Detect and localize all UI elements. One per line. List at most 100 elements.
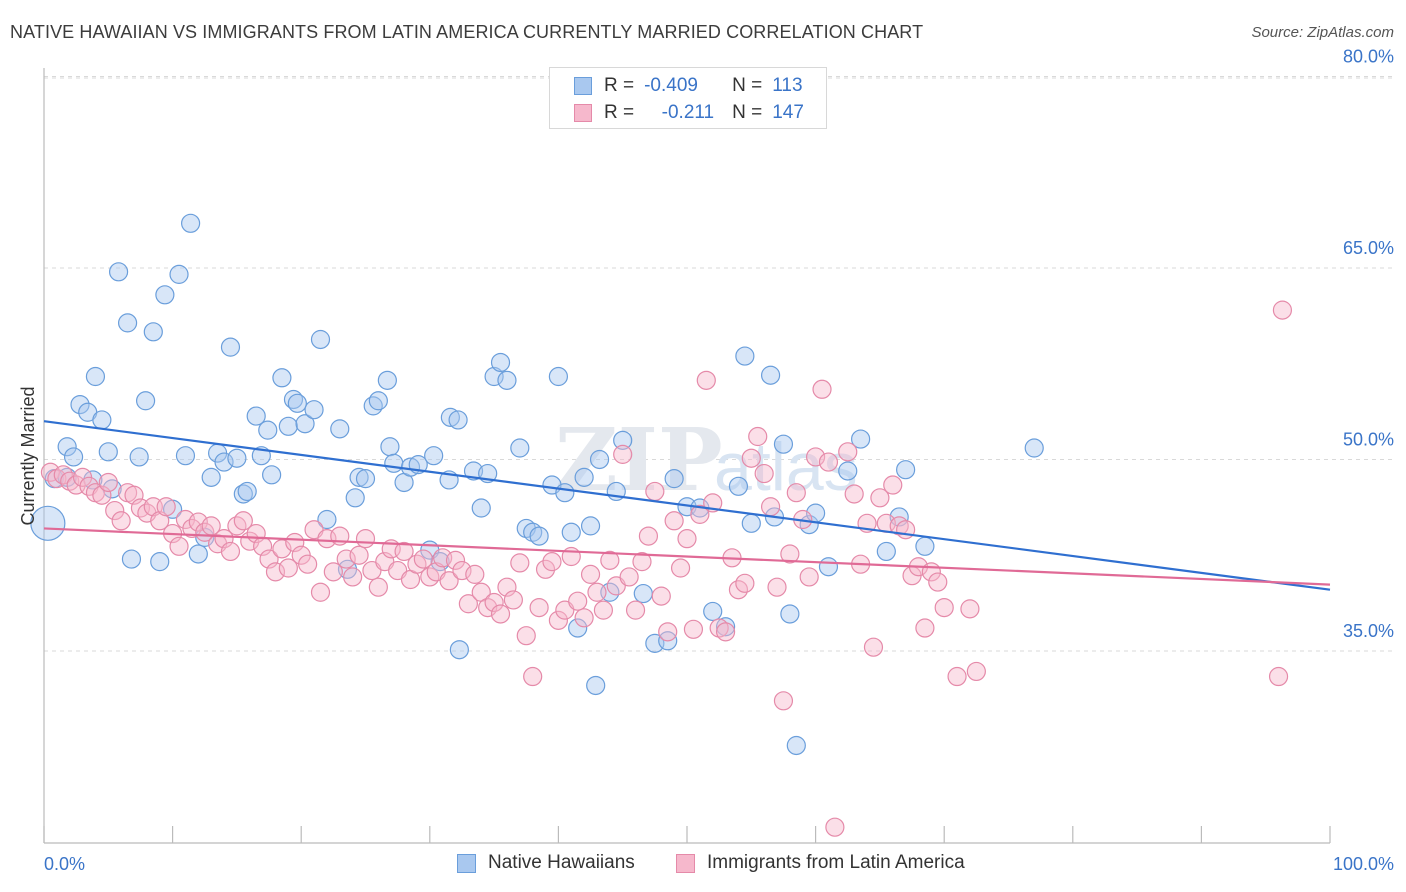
data-point <box>696 370 716 390</box>
data-point <box>651 586 671 606</box>
data-point <box>407 554 427 574</box>
data-point <box>600 550 620 570</box>
data-point <box>760 365 781 385</box>
data-point <box>278 416 298 436</box>
y-tick-label: 80.0% <box>1343 46 1394 66</box>
data-point <box>129 447 149 467</box>
bottom-legend-label: Immigrants from Latin America <box>707 852 965 873</box>
data-point <box>345 488 365 508</box>
data-point <box>773 434 794 454</box>
data-point <box>227 448 247 468</box>
data-point <box>368 391 388 411</box>
data-point <box>237 481 257 502</box>
data-point <box>70 394 90 415</box>
data-point <box>568 618 588 638</box>
legend-n-label: N = <box>732 75 763 96</box>
data-point <box>452 560 472 581</box>
data-point <box>818 557 839 577</box>
legend-r-label: R = <box>604 75 635 96</box>
series-native-hawaiians <box>30 213 1044 756</box>
data-point <box>870 488 890 508</box>
data-point <box>150 552 170 572</box>
data-point <box>1272 300 1293 320</box>
data-point <box>548 610 569 630</box>
data-point <box>760 497 781 517</box>
grid-lines <box>44 75 1394 652</box>
data-point <box>295 414 315 434</box>
data-point <box>690 504 710 524</box>
trend-lines <box>43 420 1331 591</box>
data-point <box>883 475 903 495</box>
data-point <box>287 393 307 413</box>
data-point <box>349 467 369 487</box>
data-point <box>715 622 736 642</box>
bottom-legend-swatch-blue <box>457 853 476 873</box>
legend-row-immigrants: R = -0.211 N = 147 <box>574 101 804 125</box>
data-point <box>799 567 819 587</box>
data-point <box>510 553 530 573</box>
data-point <box>310 329 331 350</box>
data-point <box>298 554 318 574</box>
legend-r-value: -0.409 <box>644 75 698 96</box>
data-point <box>529 597 549 618</box>
data-point <box>394 541 414 562</box>
data-point <box>715 617 736 637</box>
data-point <box>786 735 806 756</box>
data-point <box>310 582 331 602</box>
data-point <box>63 447 84 467</box>
tick-labels: 35.0% 50.0% 65.0% 80.0% 0.0% 100.0% <box>44 46 1394 874</box>
data-point <box>838 461 858 481</box>
bottom-legend-native-hawaiians: Native Hawaiians <box>457 852 635 874</box>
data-point <box>384 453 404 473</box>
data-point <box>561 522 581 542</box>
bottom-legend-label: Native Hawaiians <box>488 852 635 873</box>
legend-n-value: 113 <box>772 75 803 96</box>
data-point <box>98 442 118 462</box>
data-point <box>1024 438 1044 458</box>
trend-line-immigrants <box>43 527 1331 586</box>
data-point <box>516 626 536 646</box>
data-point <box>735 573 755 593</box>
series-immigrants-latin-america <box>40 300 1293 837</box>
data-point <box>188 512 208 532</box>
data-point <box>30 505 66 541</box>
legend-n-label: N = <box>732 102 763 123</box>
data-point <box>188 544 208 564</box>
data-point <box>589 449 610 470</box>
data-point <box>490 352 511 373</box>
data-point <box>934 597 954 618</box>
data-point <box>220 541 241 562</box>
data-point <box>169 264 189 284</box>
data-point <box>227 516 247 536</box>
data-point <box>748 426 768 447</box>
data-point <box>98 472 118 493</box>
data-point <box>117 313 138 333</box>
data-point <box>928 572 948 592</box>
data-point <box>966 661 986 682</box>
data-point <box>220 337 241 357</box>
data-point <box>143 322 163 342</box>
data-point <box>490 604 511 624</box>
data-point <box>574 608 594 628</box>
data-point <box>896 460 916 480</box>
data-point <box>377 370 397 390</box>
data-point <box>323 562 343 582</box>
data-point <box>915 618 935 638</box>
data-point <box>542 552 562 572</box>
data-point <box>420 567 440 587</box>
data-point <box>703 601 723 622</box>
data-point <box>330 419 350 439</box>
data-point <box>767 577 787 597</box>
data-point <box>683 619 704 639</box>
data-point <box>413 549 433 569</box>
data-point <box>214 452 234 472</box>
data-point <box>670 558 691 578</box>
data-point <box>135 391 156 411</box>
data-point <box>262 465 282 485</box>
source-label: Source: ZipAtlas.com <box>1251 24 1394 41</box>
legend-r-label: R = <box>604 102 635 123</box>
data-point <box>175 446 196 466</box>
watermark-atlas: atlas <box>714 429 858 505</box>
